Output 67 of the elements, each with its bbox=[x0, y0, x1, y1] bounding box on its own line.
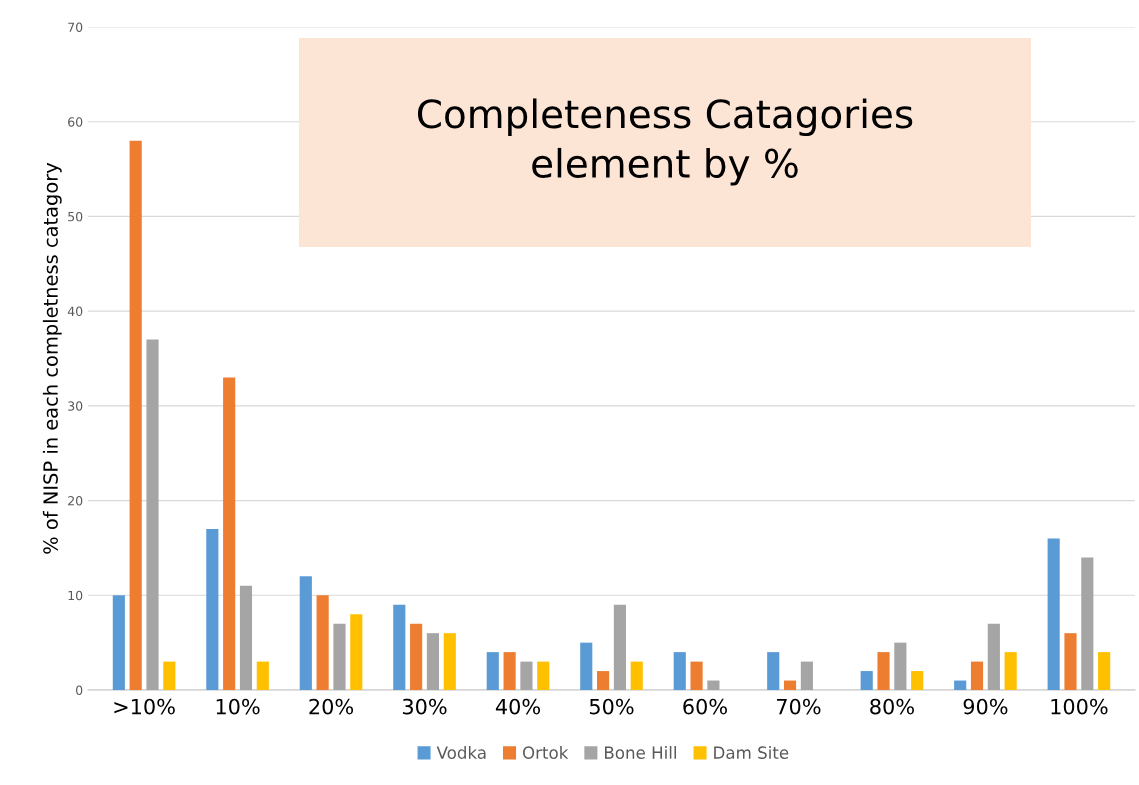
bar bbox=[410, 623, 423, 690]
bar bbox=[1064, 633, 1077, 690]
bar bbox=[597, 671, 610, 690]
bar bbox=[970, 661, 984, 690]
y-tick-label: 10 bbox=[68, 590, 83, 601]
y-tick-label: 70 bbox=[68, 22, 83, 32]
bar bbox=[503, 652, 516, 690]
bar bbox=[580, 642, 593, 690]
y-tick-label: 60 bbox=[68, 117, 83, 127]
x-tick-label: 30% bbox=[402, 698, 447, 715]
bar bbox=[860, 671, 873, 690]
bar bbox=[1004, 652, 1017, 690]
bar bbox=[256, 661, 269, 690]
bar bbox=[767, 652, 780, 690]
legend-label: Bone Hill bbox=[605, 746, 676, 759]
bar bbox=[911, 671, 924, 690]
bar bbox=[800, 661, 813, 690]
bar bbox=[163, 661, 176, 690]
bar bbox=[112, 595, 125, 690]
x-tick-label: 70% bbox=[777, 698, 821, 715]
x-tick-label: 60% bbox=[683, 698, 727, 715]
bar bbox=[426, 633, 440, 690]
bar bbox=[954, 680, 967, 690]
legend-label: Dam Site bbox=[714, 746, 789, 759]
bar bbox=[673, 652, 686, 690]
bar bbox=[316, 595, 329, 690]
x-tick-label: 20% bbox=[309, 698, 354, 715]
y-tick-label: 40 bbox=[67, 306, 83, 317]
bar bbox=[537, 661, 550, 690]
bar bbox=[1098, 652, 1111, 690]
bar bbox=[393, 604, 406, 690]
x-tick-label: 50% bbox=[589, 698, 634, 715]
y-tick-label: 0 bbox=[76, 685, 83, 695]
legend-label: Ortok bbox=[522, 746, 569, 759]
bar bbox=[1047, 538, 1060, 690]
bar bbox=[613, 604, 626, 690]
y-tick-label: 20 bbox=[68, 496, 83, 506]
y-tick-label: 50 bbox=[68, 211, 83, 222]
bar bbox=[877, 652, 890, 690]
bar bbox=[350, 614, 363, 690]
bar bbox=[520, 661, 533, 690]
bar bbox=[486, 652, 499, 690]
x-tick-label: 100% bbox=[1051, 698, 1108, 715]
bar bbox=[443, 633, 456, 690]
bar bbox=[299, 576, 312, 690]
bar bbox=[630, 661, 643, 690]
bar bbox=[707, 680, 720, 690]
x-tick-label: 40% bbox=[495, 698, 541, 715]
x-tick-label: 10% bbox=[216, 698, 260, 715]
bar bbox=[987, 623, 1000, 690]
bar bbox=[206, 528, 219, 690]
x-tick-label: 80% bbox=[870, 698, 914, 715]
x-tick-label: 90% bbox=[963, 698, 1008, 715]
bar bbox=[239, 585, 253, 690]
text: Completeness Catagories element by % bbox=[417, 98, 913, 186]
bar bbox=[690, 661, 703, 690]
bar bbox=[783, 680, 797, 690]
x-tick-label: >10% bbox=[114, 698, 175, 715]
bar bbox=[1081, 557, 1094, 690]
y-tick-label: 30 bbox=[68, 401, 83, 411]
bar bbox=[129, 140, 142, 690]
legend-label: Vodka bbox=[436, 746, 486, 759]
bar bbox=[333, 623, 346, 690]
bar bbox=[894, 642, 907, 690]
y-axis-title: % of NISP in each completness catagory bbox=[42, 162, 62, 554]
bar bbox=[146, 339, 159, 690]
bar bbox=[223, 377, 236, 690]
